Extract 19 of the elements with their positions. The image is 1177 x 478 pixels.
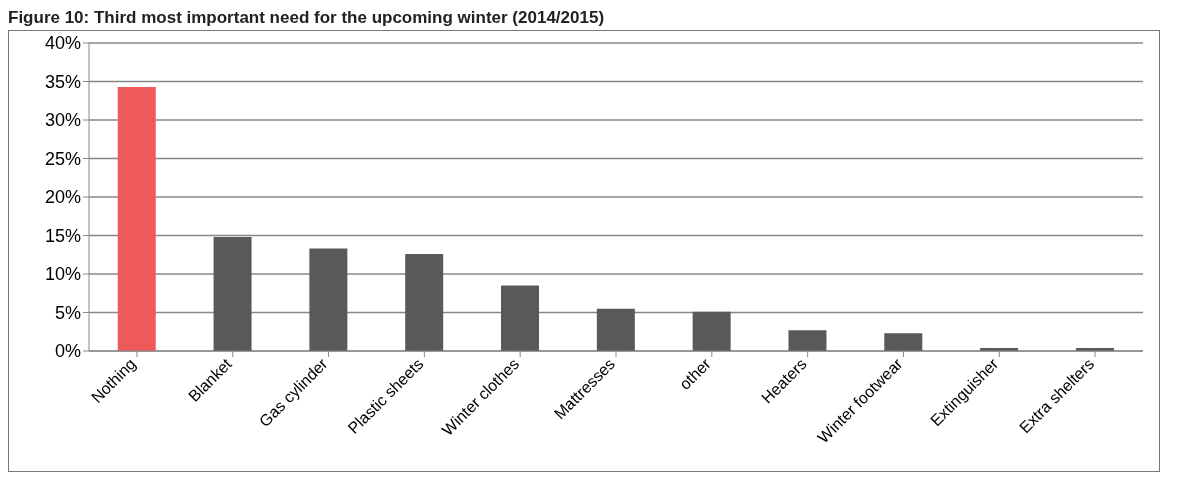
bar — [692, 311, 731, 351]
bar — [788, 330, 827, 351]
y-tick-label: 5% — [54, 302, 81, 323]
y-tick-label: 0% — [54, 341, 81, 362]
bar — [117, 86, 156, 351]
y-tick-label: 25% — [44, 148, 81, 169]
y-tick-label: 10% — [44, 264, 81, 285]
bar — [405, 253, 444, 351]
y-tick-label: 20% — [44, 187, 81, 208]
y-tick-label: 15% — [44, 225, 81, 246]
y-tick-label: 35% — [44, 71, 81, 92]
chart-title: Figure 10: Third most important need for the upcoming winter (2014/2015) — [8, 8, 606, 28]
bar — [596, 308, 635, 351]
bar — [309, 248, 348, 351]
bar — [501, 285, 540, 351]
bar — [884, 333, 923, 351]
bar — [213, 237, 252, 351]
y-tick-label: 30% — [44, 110, 81, 131]
y-tick-label: 40% — [44, 33, 81, 54]
